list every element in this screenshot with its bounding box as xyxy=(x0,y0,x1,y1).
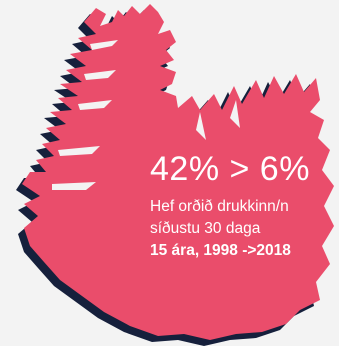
statistic-description-line-1: Hef orðið drukkinn/n xyxy=(150,198,289,215)
map-landmass xyxy=(22,4,334,340)
statistic-description-line-2: síðustu 30 daga xyxy=(150,220,261,237)
statistic-caption: 42% > 6% Hef orðið drukkinn/n síðustu 30… xyxy=(150,150,335,262)
statistic-headline: 42% > 6% xyxy=(150,150,310,188)
map-fjords xyxy=(52,40,240,190)
statistic-age-years: 15 ára, 1998 ->2018 xyxy=(150,242,291,259)
